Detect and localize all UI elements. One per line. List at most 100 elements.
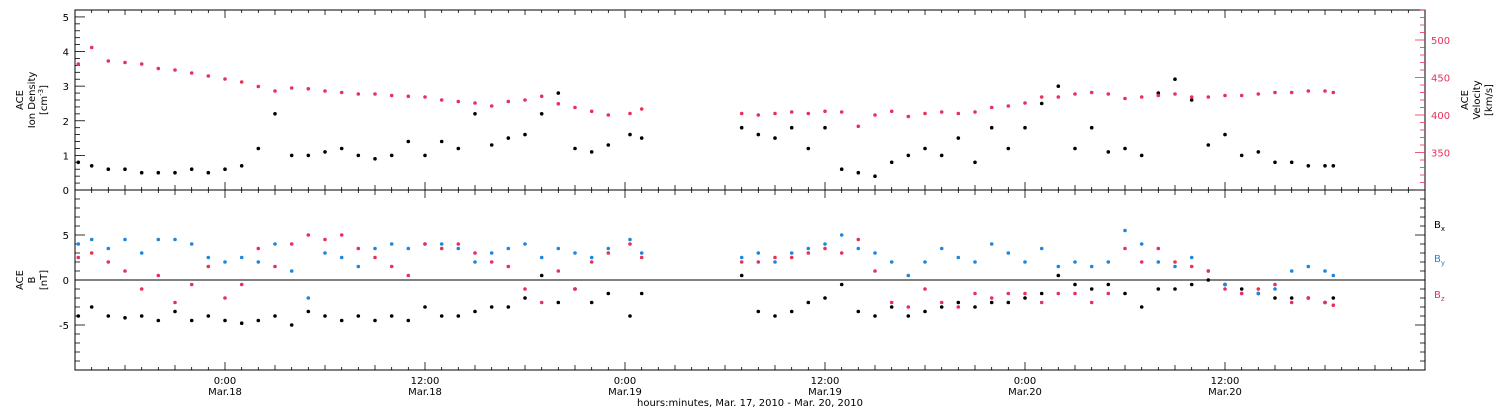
axes-layer: 0:00Mar.1812:00Mar.180:00Mar.1912:00Mar.… (59, 9, 1450, 398)
data-layer (76, 45, 1336, 327)
bx-point (106, 314, 111, 318)
bz-point (456, 242, 461, 246)
by-point (806, 246, 811, 251)
bz-point (589, 260, 594, 264)
legend-by-name: B (1434, 254, 1441, 265)
by-point (539, 255, 544, 260)
density-point (1039, 101, 1044, 106)
density-point (1006, 146, 1011, 151)
velocity-point (489, 104, 494, 108)
velocity-point (456, 99, 461, 104)
by-point (1323, 269, 1327, 273)
density-point (323, 150, 327, 154)
density-point (1239, 153, 1244, 158)
bottom-ylabel-line-2: B (27, 276, 38, 283)
by-point (1189, 255, 1194, 260)
bz-point (523, 287, 527, 291)
bx-point (256, 318, 261, 323)
by-point (456, 246, 461, 251)
density-point (889, 160, 894, 165)
bz-point (239, 282, 244, 287)
bz-point (1256, 287, 1261, 291)
velocity-point (1039, 95, 1044, 99)
x-tick-label-time: 12:00 (811, 376, 840, 387)
density-point (839, 167, 844, 171)
velocity-point (523, 98, 527, 102)
velocity-point (939, 110, 944, 114)
velocity-point (1073, 92, 1077, 96)
top-left-ylabel-line-1: ACE (15, 90, 26, 110)
velocity-point (106, 59, 111, 63)
by-point (89, 237, 94, 242)
bz-point (1323, 300, 1327, 305)
density-point (873, 174, 877, 178)
bz-point (1306, 296, 1311, 300)
density-point (1189, 98, 1194, 102)
bx-point (789, 309, 794, 314)
x-tick-label-date: Mar.20 (1208, 387, 1242, 398)
bx-point (1006, 300, 1011, 305)
x-tick-label-time: 12:00 (1211, 376, 1240, 387)
bx-point (439, 314, 444, 318)
top-right-ylabel-line-1: ACE (1460, 90, 1471, 110)
density-point (956, 136, 961, 140)
density-point (1206, 143, 1211, 147)
by-point (76, 242, 81, 246)
by-point (956, 255, 961, 260)
velocity-point (789, 110, 794, 114)
density-point (639, 136, 644, 140)
bx-point (389, 314, 394, 318)
bx-point (1123, 291, 1127, 296)
by-point (439, 242, 444, 246)
by-point (406, 246, 411, 251)
bz-point (823, 246, 827, 251)
bx-point (556, 300, 561, 305)
velocity-point (589, 109, 594, 114)
bz-point (1289, 300, 1294, 305)
bz-point (256, 246, 261, 251)
velocity-point (239, 80, 244, 84)
by-point (639, 251, 644, 255)
by-point (1006, 251, 1011, 255)
velocity-point (956, 111, 961, 116)
velocity-point (628, 111, 632, 116)
bz-point (406, 273, 411, 278)
by-point (173, 237, 177, 242)
bz-point (189, 282, 194, 287)
velocity-point (89, 45, 94, 50)
top-panel-frame (74, 9, 1426, 191)
bx-point (739, 273, 744, 278)
density-point (1073, 146, 1077, 151)
density-y-tick-label: 4 (63, 48, 69, 59)
x-tick-label-time: 0:00 (614, 376, 636, 387)
density-point (1023, 125, 1027, 130)
density-point (456, 146, 461, 151)
density-point (1323, 164, 1327, 168)
bz-point (956, 305, 961, 309)
bx-point (1073, 282, 1077, 287)
density-y-tick-label: 1 (63, 151, 69, 162)
bz-point (1331, 303, 1336, 308)
velocity-point (1139, 95, 1144, 99)
bx-point (906, 314, 911, 318)
by-point (506, 246, 511, 251)
bx-point (539, 273, 544, 278)
velocity-point (206, 74, 211, 78)
by-point (473, 260, 477, 264)
bx-point (1023, 296, 1027, 300)
density-point (289, 153, 294, 158)
top-left-ylabel-unit-base: [cm (39, 96, 50, 115)
velocity-y-tick-label: 350 (1431, 149, 1450, 160)
by-point (589, 255, 594, 260)
bz-point (306, 233, 311, 237)
legend-by-sub: y (1441, 259, 1445, 267)
bx-point (956, 300, 961, 305)
by-point (306, 296, 311, 300)
bx-point (923, 309, 927, 314)
bx-point (223, 318, 227, 323)
velocity-point (423, 95, 427, 99)
velocity-point (173, 68, 177, 72)
bz-point (156, 273, 161, 278)
velocity-point (506, 99, 511, 104)
density-point (789, 125, 794, 130)
